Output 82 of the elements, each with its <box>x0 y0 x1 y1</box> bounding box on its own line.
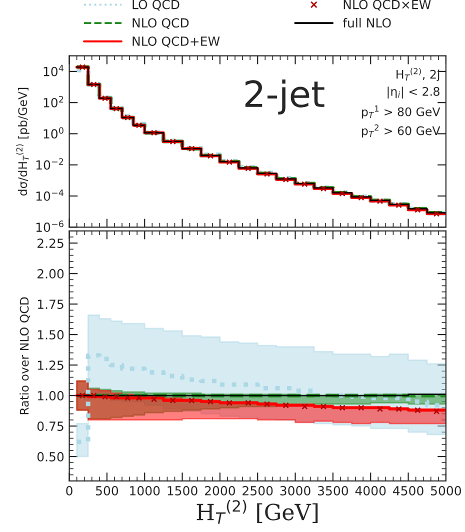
point <box>102 95 108 102</box>
annotation: p$_{T}$$^{1}$ > 80 GeV <box>362 106 440 119</box>
y-tick-label: 10$^{−2}$ <box>36 158 64 170</box>
legend-label: full NLO <box>342 18 391 28</box>
y-tick-label: 0.50 <box>37 452 64 462</box>
point <box>339 190 346 197</box>
x-tick-label: 3500 <box>318 486 348 496</box>
point <box>113 106 120 112</box>
point <box>136 122 142 128</box>
point <box>320 403 327 410</box>
point <box>302 403 308 410</box>
point <box>320 185 327 192</box>
annotation: p$_{T}$$^{2}$ > 60 GeV <box>362 124 440 138</box>
point <box>170 138 176 145</box>
point <box>339 404 346 411</box>
y-tick-label: 1.50 <box>38 330 64 340</box>
legend-label: NLO QCD+EW <box>132 36 220 48</box>
annotation: H$_{T}$$^{(2)}$, 2j <box>396 68 440 82</box>
x-tick-label: 500 <box>96 486 118 496</box>
point <box>79 392 86 399</box>
point <box>245 400 252 406</box>
point <box>150 396 158 402</box>
point <box>414 407 421 414</box>
y-tick-label: 10$^{2}$ <box>44 96 64 108</box>
y-tick-label: 0.75 <box>37 422 64 431</box>
y-tick-label: 2.25 <box>38 238 64 248</box>
legend-label: LO QCD <box>132 0 180 11</box>
point <box>90 392 97 399</box>
x-tick-label: 2500 <box>242 486 273 496</box>
y-tick-label: 1.75 <box>38 300 64 309</box>
y-tick-label: 10$^{−4}$ <box>36 190 64 201</box>
point <box>245 165 252 172</box>
point <box>264 400 270 408</box>
point <box>433 210 440 217</box>
point <box>136 394 142 402</box>
x-tick-label: 4500 <box>392 486 424 496</box>
point <box>124 394 131 402</box>
point <box>79 64 86 70</box>
x-axis-title: H$_{T}$$^{(2)}$ [GeV] <box>196 500 318 524</box>
point <box>376 406 384 412</box>
point <box>188 397 195 404</box>
point <box>358 404 364 411</box>
point <box>282 176 289 183</box>
y-tick-label: 1.00 <box>38 391 64 400</box>
point <box>433 408 440 415</box>
point <box>150 130 158 136</box>
x-tick-label: 3000 <box>280 486 310 496</box>
point <box>226 159 232 166</box>
point <box>207 398 214 405</box>
y-tick-label: 10$^{0}$ <box>44 127 64 139</box>
point <box>188 146 195 152</box>
point <box>358 194 364 201</box>
point <box>207 152 214 159</box>
x-tick-label: 5000 <box>430 486 462 496</box>
x-tick-label: 0 <box>66 486 72 496</box>
y-axis-title: Ratio over NLO QCD <box>20 297 30 414</box>
y-tick-label: 10$^{4}$ <box>44 64 64 76</box>
y-tick-label: 1.25 <box>38 360 64 370</box>
point <box>90 81 97 88</box>
point <box>396 202 402 208</box>
point <box>282 402 289 408</box>
point <box>124 114 131 121</box>
point <box>264 170 270 178</box>
annotation: 2-jet <box>245 80 324 114</box>
y-axis-title: dσ/dH$_{T}$$^{(2)}$ [pb/GeV] <box>16 88 30 196</box>
annotation: |η$_{i}$| < 2.8 <box>388 86 440 98</box>
point <box>302 181 308 188</box>
point <box>396 406 402 412</box>
x-tick-label: 2000 <box>204 486 236 496</box>
point <box>376 198 384 204</box>
point <box>102 394 108 400</box>
x-tick-label: 1000 <box>130 486 160 496</box>
point <box>170 397 176 404</box>
x-tick-label: 4000 <box>355 486 386 496</box>
y-tick-label: 10$^{−6}$ <box>36 220 64 232</box>
x-tick-label: 1500 <box>168 486 198 496</box>
y-tick-label: 2.00 <box>38 269 64 279</box>
point <box>113 394 120 400</box>
legend-label: NLO QCD <box>132 18 189 30</box>
point <box>414 206 421 213</box>
point <box>226 400 232 406</box>
legend-label: NLO QCD×EW <box>344 0 431 11</box>
